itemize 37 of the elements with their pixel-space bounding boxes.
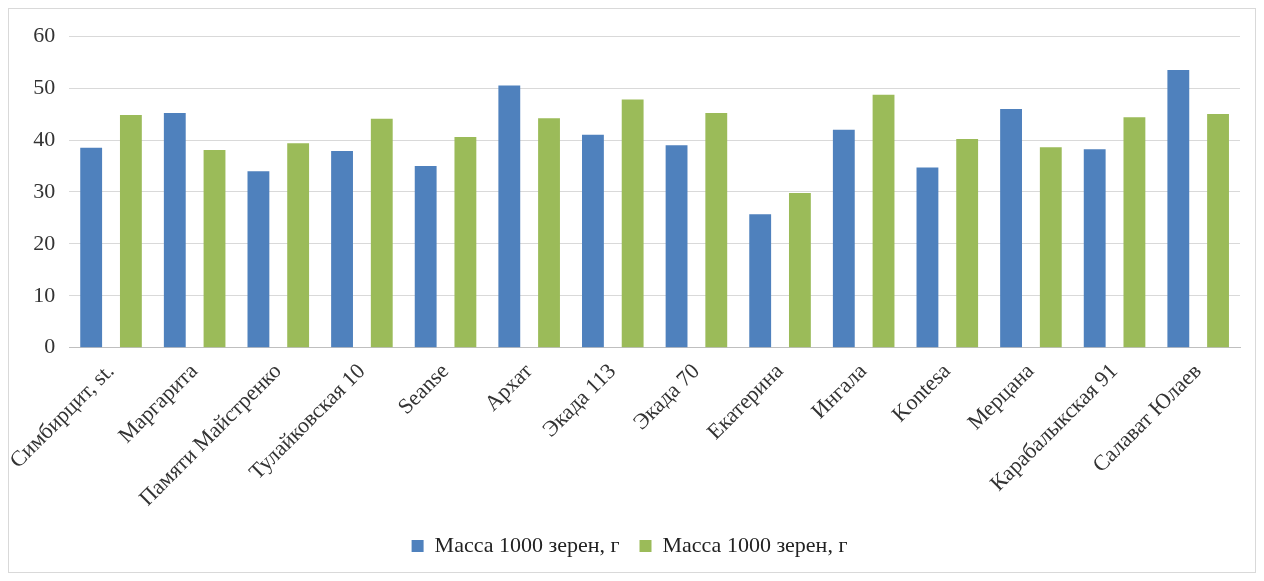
bar bbox=[621, 99, 644, 348]
bar bbox=[247, 171, 270, 348]
legend-label: Масса 1000 зерен, г bbox=[662, 531, 848, 557]
y-tick-label: 0 bbox=[44, 333, 56, 359]
bar bbox=[498, 85, 521, 348]
bar bbox=[538, 118, 560, 348]
bar bbox=[370, 118, 393, 348]
bar bbox=[1039, 147, 1062, 348]
bar bbox=[872, 94, 895, 348]
bar bbox=[203, 149, 226, 348]
y-tick-label: 60 bbox=[33, 21, 56, 47]
y-tick-label: 50 bbox=[33, 73, 56, 99]
bar bbox=[832, 129, 855, 348]
bar bbox=[749, 214, 772, 348]
bar bbox=[454, 136, 477, 348]
legend-label: Масса 1000 зерен, г bbox=[434, 531, 620, 557]
y-tick-label: 30 bbox=[33, 177, 56, 203]
bar bbox=[1207, 114, 1229, 348]
bar bbox=[705, 113, 728, 348]
bar bbox=[916, 167, 939, 348]
bar bbox=[665, 145, 688, 348]
bar bbox=[331, 150, 353, 348]
bar bbox=[1167, 69, 1190, 348]
bar bbox=[956, 138, 979, 348]
bar bbox=[788, 192, 811, 348]
bar bbox=[1123, 117, 1146, 348]
bar bbox=[119, 115, 142, 348]
bar bbox=[582, 134, 604, 348]
bar bbox=[80, 147, 103, 348]
y-tick-label: 20 bbox=[33, 229, 56, 255]
y-tick-label: 40 bbox=[33, 125, 56, 151]
bar bbox=[163, 113, 186, 348]
bar bbox=[287, 143, 310, 348]
bar bbox=[414, 165, 437, 348]
bar bbox=[1000, 108, 1022, 348]
y-tick-label: 10 bbox=[33, 281, 56, 307]
bar bbox=[1083, 149, 1106, 348]
